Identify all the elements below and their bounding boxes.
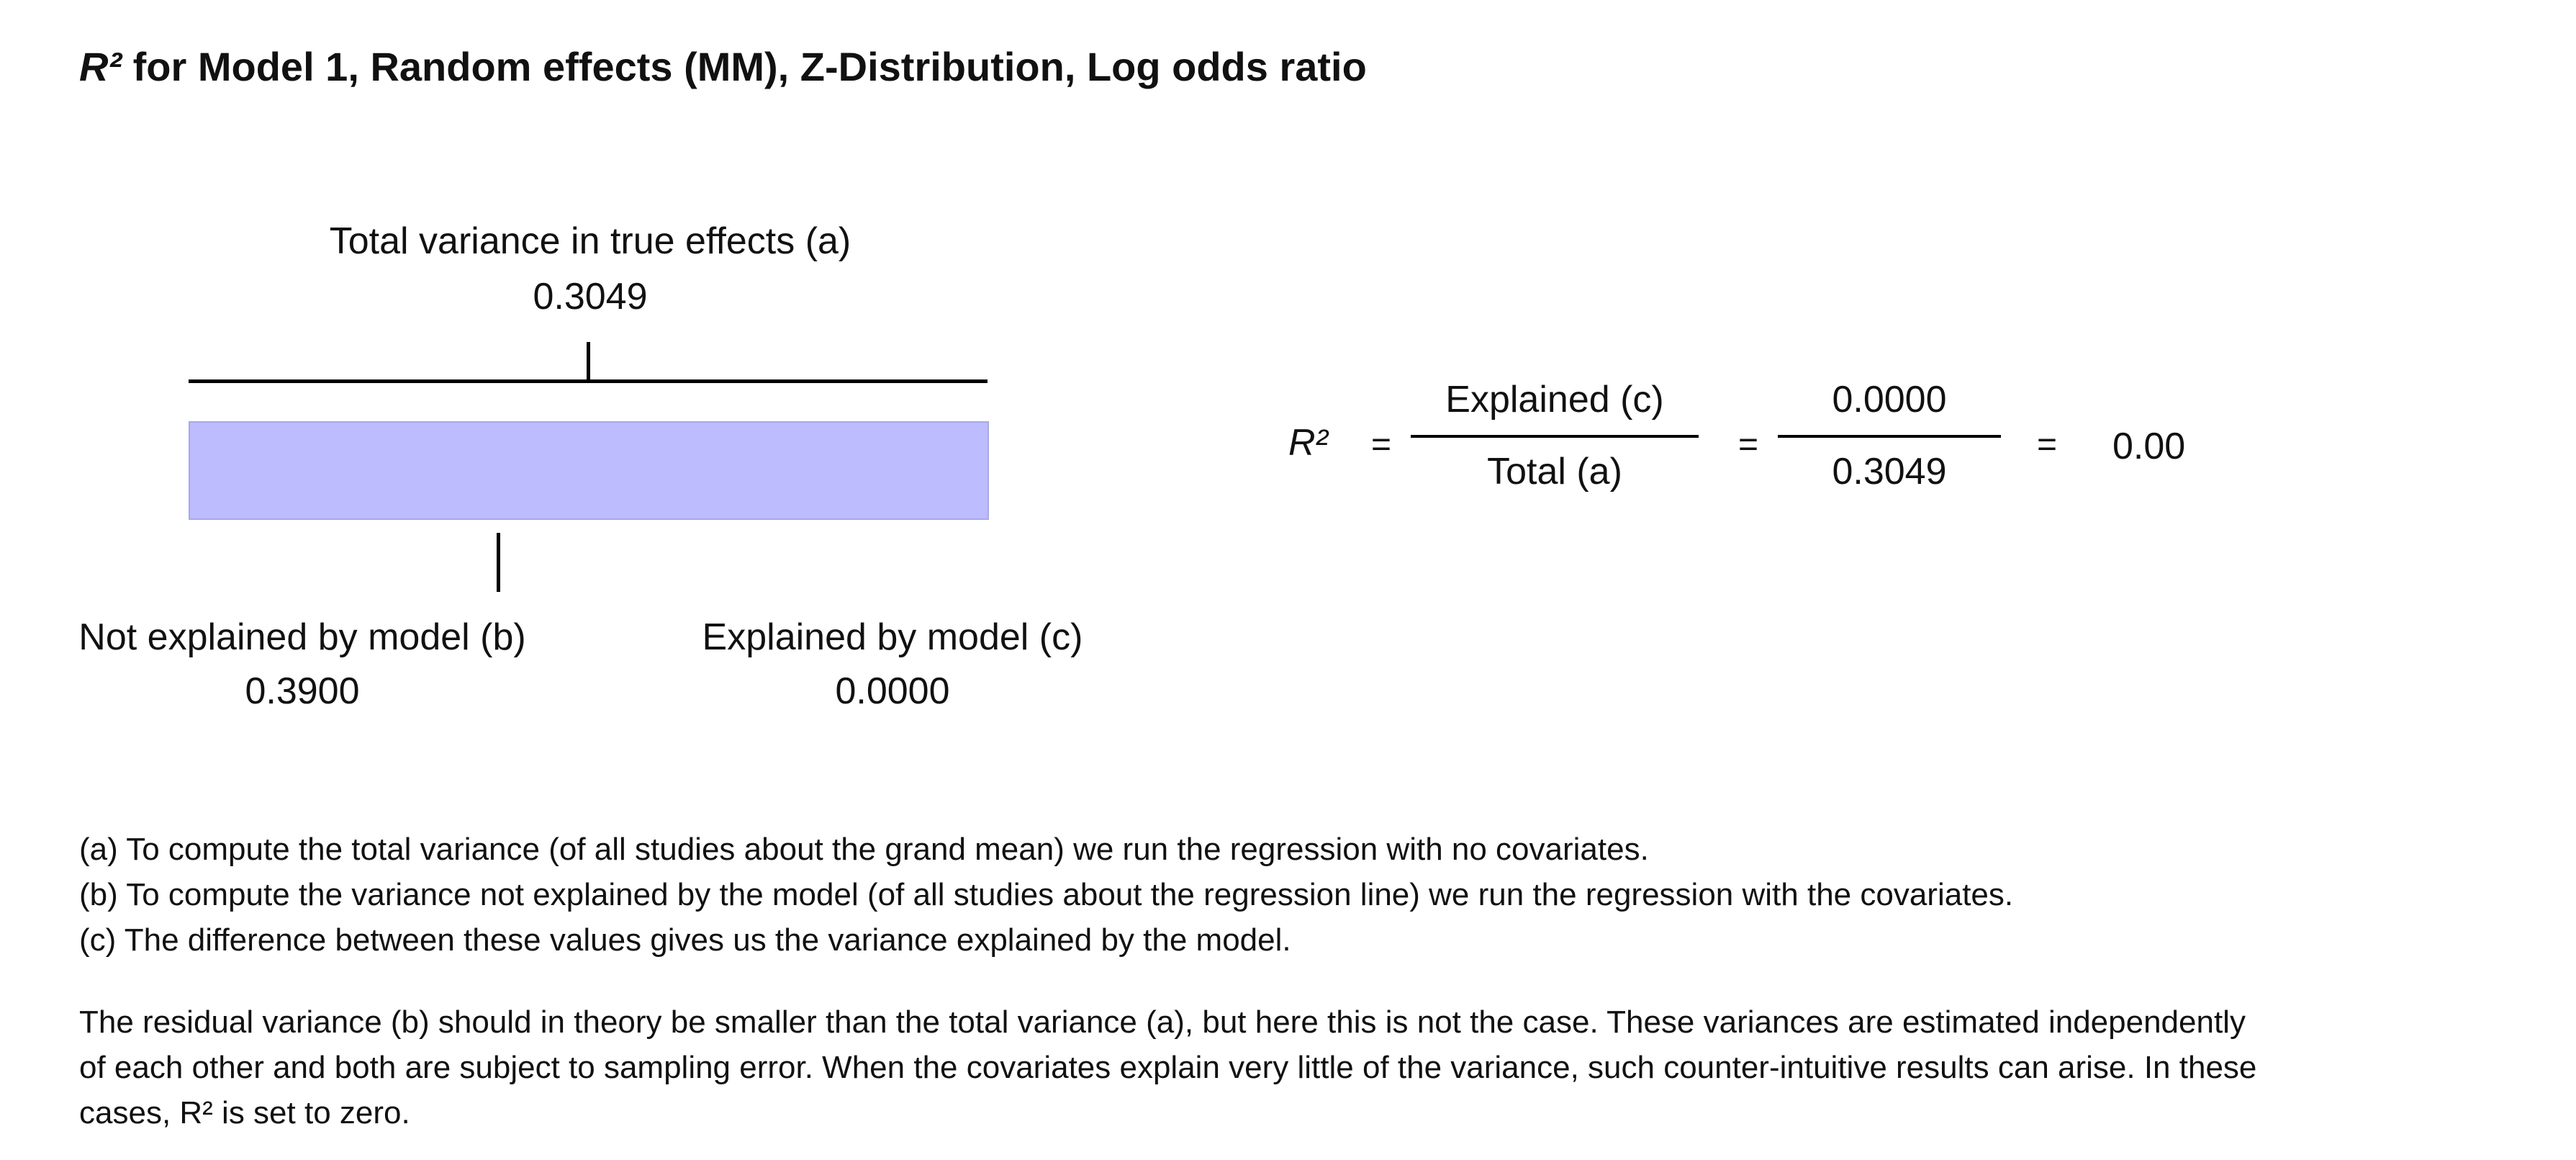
not-explained-value: 0.3900 <box>245 670 360 712</box>
explanation-line-3: cases, R² is set to zero. <box>79 1095 410 1130</box>
variance-bar <box>189 421 989 520</box>
not-explained-label: Not explained by model (b) <box>78 616 526 658</box>
equation-result: 0.00 <box>2112 426 2186 467</box>
equation-equals-2: = <box>1738 426 1759 464</box>
total-variance-label: Total variance in true effects (a) <box>329 220 851 262</box>
fraction-2-denominator: 0.3049 <box>1832 451 1947 493</box>
fraction-2-numerator: 0.0000 <box>1832 379 1947 421</box>
note-a: (a) To compute the total variance (of al… <box>79 832 1649 867</box>
note-c: (c) The difference between these values … <box>79 922 1291 958</box>
fraction-1-denominator: Total (a) <box>1487 451 1622 493</box>
equation-equals-1: = <box>1371 426 1392 464</box>
title-r2-symbol: R² <box>79 44 122 89</box>
explained-label: Explained by model (c) <box>702 616 1083 658</box>
title-text: for Model 1, Random effects (MM), Z-Dist… <box>122 44 1367 89</box>
total-variance-value: 0.3049 <box>533 276 648 318</box>
equation-r2-symbol: R² <box>1288 422 1328 464</box>
note-b: (b) To compute the variance not explaine… <box>79 877 2014 912</box>
partition-tick <box>497 533 500 592</box>
total-bracket-tick <box>587 342 590 382</box>
page-title: R² for Model 1, Random effects (MM), Z-D… <box>79 43 1367 90</box>
fraction-1-bar <box>1411 435 1699 438</box>
explanation-line-1: The residual variance (b) should in theo… <box>79 1004 2246 1040</box>
explanation-line-2: of each other and both are subject to sa… <box>79 1050 2257 1085</box>
explained-value: 0.0000 <box>835 670 950 712</box>
fraction-1-numerator: Explained (c) <box>1445 379 1664 421</box>
fraction-2-bar <box>1778 435 2001 438</box>
equation-equals-3: = <box>2037 426 2058 464</box>
